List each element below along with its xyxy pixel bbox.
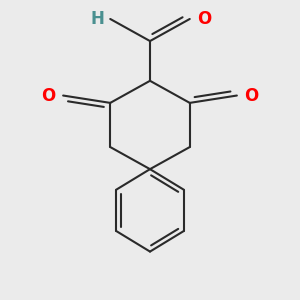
Text: H: H [91,10,104,28]
Text: O: O [197,10,212,28]
Text: O: O [244,86,259,104]
Text: O: O [41,86,56,104]
